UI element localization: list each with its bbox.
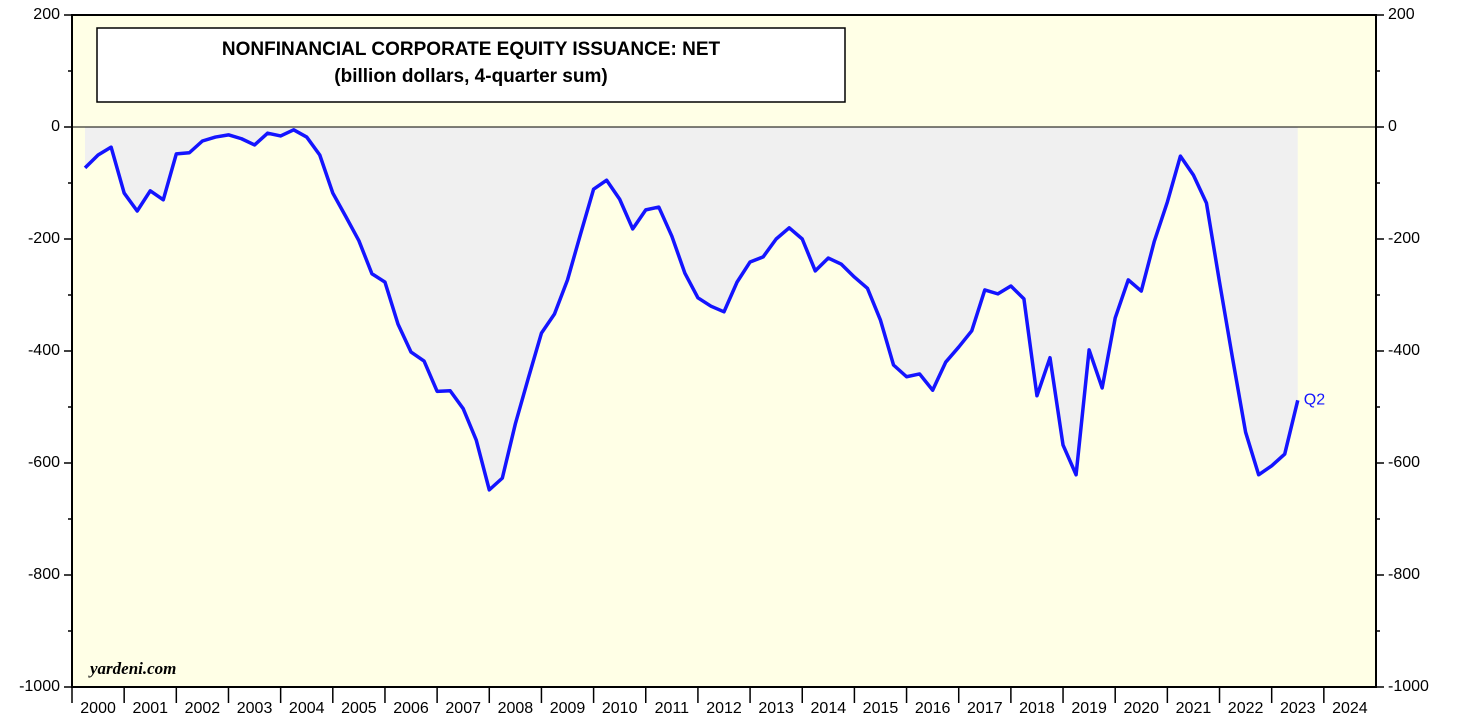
x-tick-label: 2007	[445, 700, 481, 717]
plot-layer	[72, 126, 1376, 492]
chart-title: NONFINANCIAL CORPORATE EQUITY ISSUANCE: …	[222, 39, 721, 60]
y-tick-label: -400	[28, 342, 60, 359]
end-label: Q2	[1304, 391, 1325, 408]
line	[83, 128, 1300, 492]
x-tick-label: 2021	[1176, 700, 1212, 717]
y-tick-label: -200	[28, 230, 60, 247]
plot-area	[71, 14, 1377, 688]
x-tick-label: 2014	[811, 700, 847, 717]
y2-tick-label: -200	[1388, 230, 1420, 247]
y2-tick-label: -600	[1388, 454, 1420, 471]
y-tick-label: -1000	[19, 678, 60, 695]
y-tick-label: 0	[51, 118, 60, 135]
x-tick-label: 2019	[1071, 700, 1107, 717]
x-tick-label: 2011	[655, 700, 690, 717]
x-tick-label: 2017	[967, 700, 1003, 717]
x-tick-label: 2020	[1123, 700, 1159, 717]
x-tick-label: 2003	[237, 700, 273, 717]
x-tick-label: 2016	[915, 700, 951, 717]
x-tick-label: 2004	[289, 700, 325, 717]
x-tick-label: 2023	[1280, 700, 1316, 717]
x-tick-label: 2009	[550, 700, 586, 717]
y2-tick-label: -400	[1388, 342, 1420, 359]
x-tick-label: 2024	[1332, 700, 1368, 717]
area	[85, 127, 1298, 490]
y2-tick-label: -800	[1388, 566, 1420, 583]
x-tick-label: 2000	[80, 700, 116, 717]
x-tick-label: 2008	[498, 700, 534, 717]
x-tick-label: 2012	[706, 700, 742, 717]
x-tick-label: 2022	[1228, 700, 1264, 717]
y2-tick-label: -1000	[1388, 678, 1429, 695]
x-tick-label: 2006	[393, 700, 429, 717]
y2-tick-label: 200	[1388, 6, 1415, 23]
x-tick-label: 2018	[1019, 700, 1055, 717]
y-tick-label: 200	[33, 6, 60, 23]
chart-subtitle: (billion dollars, 4-quarter sum)	[334, 66, 607, 87]
x-tick-label: 2013	[758, 700, 794, 717]
y-tick-label: -800	[28, 566, 60, 583]
source: yardeni.com	[88, 659, 176, 678]
y2-tick-label: 0	[1388, 118, 1397, 135]
y-tick-label: -600	[28, 454, 60, 471]
x-tick-label: 2002	[185, 700, 221, 717]
x-tick-label: 2005	[341, 700, 377, 717]
x-tick-label: 2001	[132, 700, 168, 717]
x-tick-label: 2010	[602, 700, 638, 717]
title-box	[96, 27, 846, 103]
x-tick-label: 2015	[863, 700, 899, 717]
